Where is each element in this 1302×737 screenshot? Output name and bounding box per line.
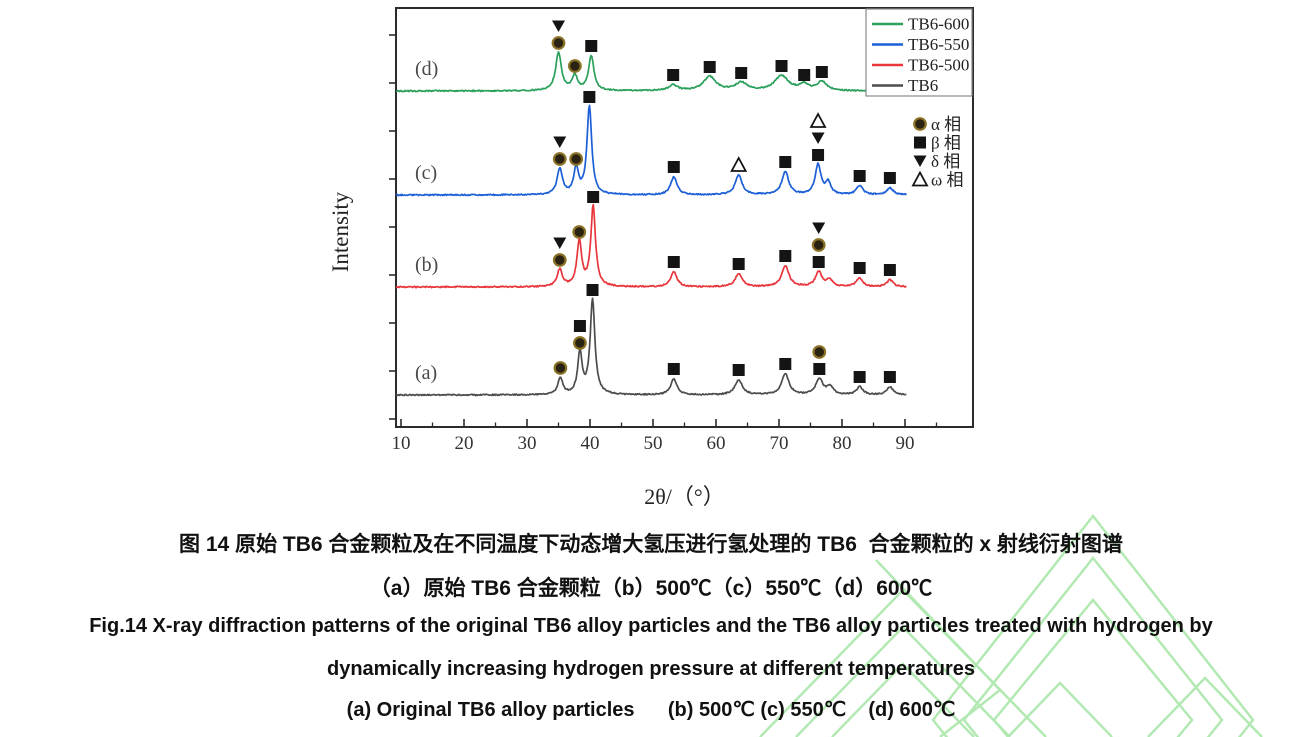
alpha-circle-marker [552, 152, 567, 166]
x-tick-label: 70 [770, 433, 789, 454]
alpha-circle-marker [569, 152, 584, 166]
beta-square-marker [812, 149, 825, 161]
beta-square-marker [667, 363, 680, 375]
x-axis-label: 2θ/（°） [644, 484, 725, 509]
delta-triangle-marker [913, 155, 927, 167]
x-tick-label: 30 [518, 433, 537, 454]
peak-markers-TB6 [553, 284, 896, 383]
alpha-circle-marker [811, 238, 826, 252]
phase-label-3: δ 相 [931, 152, 960, 171]
beta-square-marker [583, 91, 596, 103]
caption-chinese-subtitle: （a）原始 TB6 合金颗粒（b）500℃（c）550℃（d）600℃ [369, 577, 933, 600]
beta-square-marker [573, 320, 586, 332]
beta-square-marker [853, 262, 866, 274]
x-tick-label: 40 [581, 433, 600, 454]
beta-square-marker [815, 66, 828, 78]
alpha-circle-marker [913, 117, 927, 131]
peak-markers-TB6-550 [552, 91, 896, 184]
beta-square-marker [883, 264, 896, 276]
trace-TB6 [395, 297, 907, 397]
alpha-circle-marker [553, 361, 568, 375]
legend-label-TB6-600: TB6-600 [908, 15, 969, 34]
alpha-circle-marker [551, 36, 566, 50]
delta-triangle-marker [553, 136, 567, 148]
y-axis-label: Intensity [328, 191, 353, 272]
beta-square-marker [732, 258, 745, 270]
omega-triangle-marker [730, 156, 748, 172]
beta-square-marker [703, 61, 716, 73]
beta-square-marker [883, 172, 896, 184]
beta-square-marker [779, 156, 792, 168]
panel-label-c: (c) [415, 162, 437, 184]
delta-triangle-marker [812, 222, 826, 234]
xrd-chart: 10 20 30 40 50 60 70 80 90 Intensity (a) (b) (c) (d) T… [328, 7, 974, 454]
x-axis: 10 20 30 40 50 60 70 80 90 [392, 419, 938, 454]
beta-square-marker [779, 358, 792, 370]
beta-square-marker [813, 363, 826, 375]
omega-triangle-marker [809, 112, 827, 128]
alpha-circle-marker [572, 225, 587, 239]
trace-TB6-500 [395, 203, 907, 289]
x-tick-label: 20 [455, 433, 474, 454]
beta-square-marker [585, 40, 598, 52]
delta-triangle-marker [553, 237, 567, 249]
alpha-circle-marker [812, 345, 827, 359]
beta-square-marker [667, 69, 680, 81]
beta-square-marker [667, 161, 680, 173]
delta-triangle-marker [552, 20, 565, 32]
phase-legend: α 相β 相δ 相ω 相 [911, 115, 963, 190]
phase-label-2: β 相 [931, 134, 961, 153]
omega-triangle-marker [911, 170, 929, 187]
beta-square-marker [798, 69, 811, 81]
peak-markers-TB6-500 [552, 191, 896, 276]
x-tick-label: 50 [644, 433, 663, 454]
beta-square-marker [853, 371, 866, 383]
x-tick-label: 80 [833, 433, 852, 454]
x-tick-label: 10 [392, 433, 411, 454]
peak-markers-TB6-600 [551, 20, 828, 81]
phase-label-4: ω 相 [931, 171, 963, 190]
trace-TB6-600 [395, 51, 907, 93]
caption-english-title-line2: dynamically increasing hydrogen pressure… [327, 658, 975, 680]
alpha-circle-marker [573, 336, 587, 350]
legend-label-TB6-550: TB6-550 [908, 35, 969, 54]
beta-square-marker [914, 136, 926, 149]
alpha-circle-marker [567, 59, 582, 73]
beta-square-marker [883, 371, 896, 383]
panel-label-a: (a) [415, 362, 437, 384]
beta-square-marker [586, 284, 599, 296]
delta-triangle-marker [811, 132, 825, 144]
beta-square-marker [775, 60, 788, 72]
x-tick-label: 60 [707, 433, 726, 454]
beta-square-marker [853, 170, 866, 182]
alpha-circle-marker [552, 253, 567, 267]
legend-label-TB6: TB6 [908, 76, 938, 95]
trace-TB6-550 [395, 104, 908, 197]
beta-square-marker [779, 250, 792, 262]
panel-label-d: (d) [415, 58, 438, 80]
y-axis [389, 34, 396, 420]
beta-square-marker [735, 67, 748, 79]
phase-label-1: α 相 [931, 115, 961, 134]
beta-square-marker [667, 256, 680, 268]
beta-square-marker [732, 364, 745, 376]
beta-square-marker [587, 191, 600, 203]
caption-chinese-title: 图 14 原始 TB6 合金颗粒及在不同温度下动态增大氢压进行氢处理的 TB6 … [179, 533, 1123, 556]
legend-label-TB6-500: TB6-500 [908, 56, 969, 75]
beta-square-marker [812, 256, 825, 268]
caption-english-title: Fig.14 X-ray diffraction patterns of the… [89, 615, 1213, 637]
panel-label-b: (b) [415, 254, 438, 276]
x-tick-label: 90 [896, 433, 915, 454]
caption-english-panels: (a) Original TB6 alloy particles (b) 500… [346, 699, 956, 721]
